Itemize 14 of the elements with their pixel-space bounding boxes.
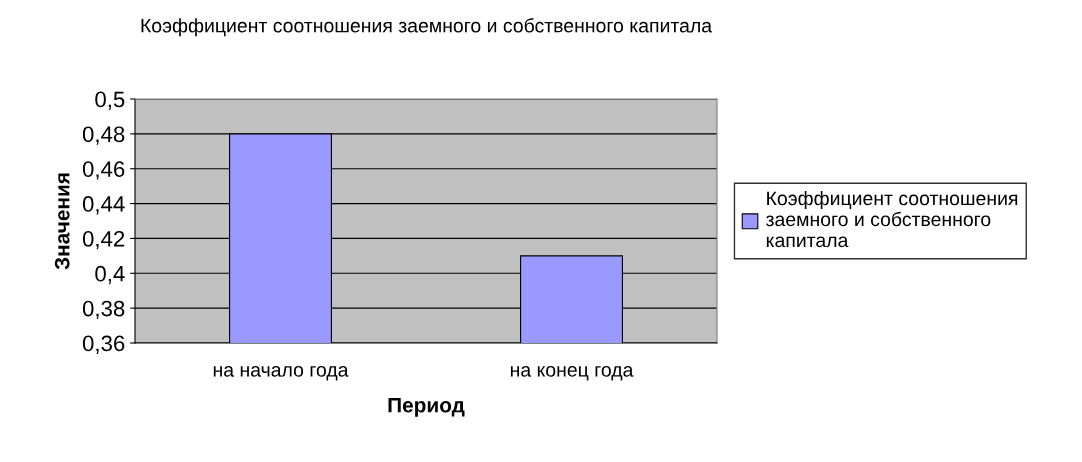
y-tick-label: 0,5 [95, 91, 125, 110]
y-tick-label: 0,36 [82, 335, 125, 354]
legend-label: Коэффициент соотношения заемного и собственного капитала [766, 190, 1018, 248]
y-axis-title: Значения [54, 173, 70, 270]
x-axis-title: Период [388, 398, 465, 417]
y-tick-label: 0,38 [82, 300, 125, 320]
x-tick-label: на конец года [510, 366, 634, 381]
y-tick-label: 0,42 [82, 230, 125, 250]
y-tick-label: 0,44 [82, 196, 125, 215]
y-tick-label: 0,4 [95, 265, 125, 285]
chart-title: Коэффициент соотношения заемного и собственного капитала [141, 18, 713, 37]
y-tick-label: 0,46 [82, 161, 125, 180]
x-tick-label: на начало года [213, 366, 349, 381]
y-tick-label: 0,48 [82, 126, 125, 145]
